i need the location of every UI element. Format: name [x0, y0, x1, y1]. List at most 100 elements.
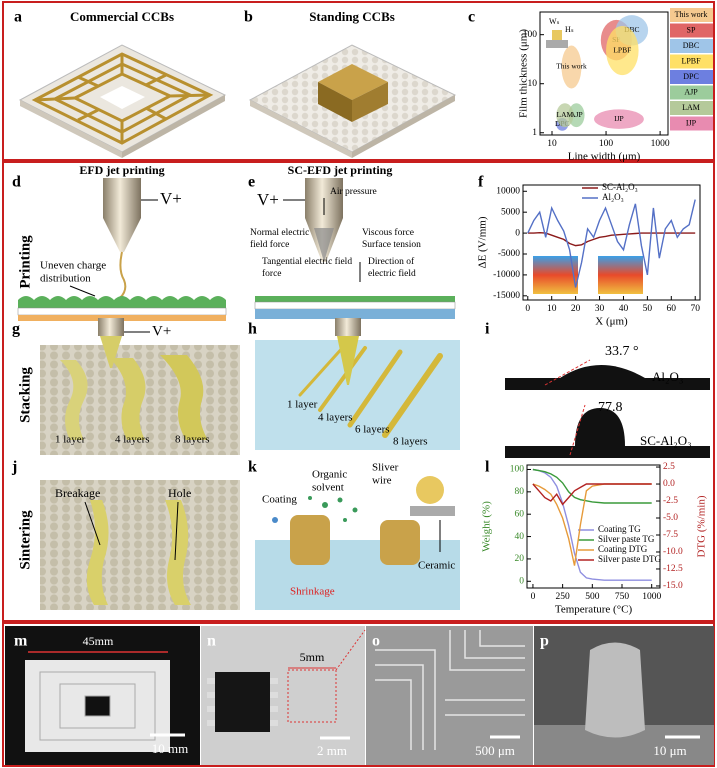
- material: Al₂O₃: [652, 369, 683, 384]
- sintered-wire: [380, 520, 420, 565]
- y-tick-label: 40: [515, 532, 525, 542]
- annotation: Ceramic: [418, 560, 455, 572]
- panel-letter: c: [468, 9, 475, 26]
- row-label: Sintering: [17, 510, 33, 570]
- legend-label: Coating TG: [598, 524, 641, 534]
- legend-label: Silver paste TG: [598, 534, 655, 544]
- substrate-side: [122, 95, 225, 158]
- chip: [215, 672, 270, 732]
- legend-label: Coating DTG: [598, 544, 648, 554]
- panel-title: SC-EFD jet printing: [288, 163, 393, 177]
- annotation: Normal electric: [250, 228, 309, 238]
- annotation: Hₛ: [565, 25, 574, 34]
- layer-label: 1 layer: [287, 399, 318, 411]
- y2-tick-label: 2.5: [663, 462, 675, 472]
- legend-swatch: [670, 54, 713, 69]
- legend-label: Silver paste DTG: [598, 554, 661, 564]
- legend-swatch: [670, 116, 713, 131]
- charge-layer: [255, 296, 455, 302]
- legend-label: LAM: [682, 103, 700, 112]
- scale-bar-label: 10 μm: [653, 743, 686, 758]
- x-tick-label: 20: [571, 304, 581, 314]
- printed-line: [110, 358, 146, 440]
- panel-letter: h: [248, 321, 257, 338]
- sintered-line: [86, 500, 109, 605]
- annotation: Viscous force: [362, 227, 414, 238]
- legend-swatch: [670, 8, 713, 22]
- annotation: Air pressure: [330, 187, 377, 197]
- sintered-line: [165, 500, 191, 605]
- annotation: Sliver: [372, 462, 399, 474]
- y2-tick-label: -10.0: [663, 547, 683, 557]
- x-tick-label: 0: [525, 304, 530, 314]
- material: SC-Al₂O₃: [640, 433, 692, 448]
- nozzle-tip: [337, 336, 359, 385]
- annotation: Breakage: [55, 486, 100, 500]
- y-axis-title: Weight (%): [481, 501, 493, 552]
- y2-tick-label: -12.5: [663, 564, 683, 574]
- printed-line: [160, 355, 208, 440]
- x-tick-label: 30: [595, 304, 605, 314]
- x-tick-label: 1000: [651, 139, 670, 149]
- substrate-side: [20, 100, 122, 158]
- chip-pins: [207, 678, 278, 726]
- inset: [552, 30, 562, 40]
- scale-bar-label: 500 μm: [475, 743, 515, 758]
- legend-label: LPBF: [681, 56, 701, 65]
- x-tick-label: 250: [556, 592, 571, 602]
- panel-letter: b: [244, 9, 253, 26]
- arrow: [84, 501, 101, 546]
- x-tick-label: 40: [619, 304, 629, 314]
- annotation: wire: [372, 475, 392, 487]
- y2-tick-label: -5.0: [663, 513, 678, 523]
- plot-frame: [526, 464, 661, 589]
- arrow: [174, 501, 179, 561]
- legend-label: Al₂O₃: [602, 192, 624, 202]
- annotation: Organic: [312, 469, 347, 481]
- y-tick-label: 5000: [501, 207, 520, 217]
- layer-label: 8 layers: [393, 436, 428, 448]
- copper-traces: [31, 52, 214, 145]
- legend-swatch: [670, 85, 713, 100]
- region-label: IJP: [614, 114, 624, 123]
- sem-traces: [375, 630, 525, 750]
- jet: [119, 251, 127, 299]
- y-tick-label: 80: [515, 487, 525, 497]
- legend-label: DBC: [683, 41, 699, 50]
- pillar: [585, 642, 645, 738]
- y-tick-label: 10000: [496, 186, 520, 196]
- legend-swatch: [670, 23, 713, 38]
- zoom-line: [335, 629, 366, 671]
- center-pad: [100, 86, 145, 109]
- y-tick-label: 0: [519, 576, 524, 586]
- panel-letter: i: [485, 321, 490, 338]
- x-tick-label: 500: [585, 592, 600, 602]
- droplet: [575, 408, 625, 446]
- tangent: [569, 404, 586, 456]
- legend-label: This work: [675, 10, 708, 19]
- pointer: [69, 285, 96, 297]
- sintered-wire: [290, 515, 330, 565]
- x-tick-label: 100: [599, 139, 614, 149]
- panel-letter: e: [248, 174, 255, 191]
- nozzle: [103, 178, 141, 218]
- panel-title: EFD jet printing: [79, 163, 164, 177]
- cone: [314, 228, 334, 262]
- y2-axis-title: DTG (%/min): [696, 495, 708, 557]
- layer-label: 8 layers: [175, 434, 210, 446]
- droplet: [560, 365, 645, 378]
- region-label: AJP: [570, 110, 583, 119]
- annotation: field force: [250, 239, 289, 250]
- x-tick-label: 10: [547, 304, 557, 314]
- standing-ccb: [352, 82, 388, 122]
- coating-particle: [272, 517, 278, 523]
- panel-letter: m: [14, 633, 28, 650]
- annotation: Direction of: [368, 256, 415, 267]
- x-tick-label: 750: [615, 592, 630, 602]
- contact-angle: 77.8: [598, 400, 623, 415]
- y-tick-label: 1: [532, 128, 537, 138]
- wire-grain: [416, 476, 444, 504]
- series-line: [532, 468, 652, 504]
- series-line: [532, 468, 652, 581]
- panel-letter: k: [248, 459, 257, 476]
